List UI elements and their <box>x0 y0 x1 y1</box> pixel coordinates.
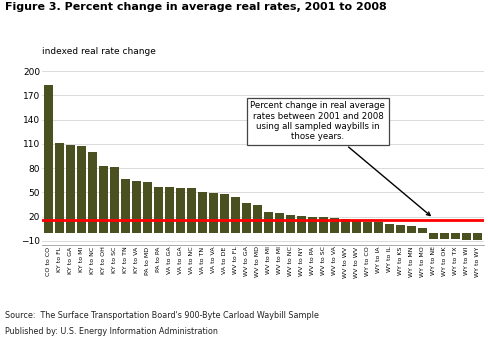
Bar <box>285 215 294 233</box>
Bar <box>264 212 272 233</box>
Bar <box>340 219 349 233</box>
Bar <box>186 188 195 233</box>
Bar <box>296 216 305 233</box>
Bar <box>154 187 163 233</box>
Bar <box>230 197 239 233</box>
Bar <box>121 180 129 233</box>
Bar <box>88 152 97 233</box>
Bar <box>428 233 437 239</box>
Bar <box>439 233 448 239</box>
Bar <box>164 187 173 233</box>
Bar <box>395 225 404 233</box>
Text: Figure 3. Percent change in average real rates, 2001 to 2008: Figure 3. Percent change in average real… <box>5 2 386 12</box>
Bar <box>472 233 481 240</box>
Bar <box>362 222 371 233</box>
Bar <box>384 224 393 233</box>
Bar <box>406 226 415 233</box>
Bar <box>99 166 107 233</box>
Bar <box>77 146 85 233</box>
Bar <box>66 145 75 233</box>
Bar <box>461 233 470 240</box>
Bar <box>318 217 327 233</box>
Bar <box>450 233 459 239</box>
Text: Published by: U.S. Energy Information Administration: Published by: U.S. Energy Information Ad… <box>5 327 217 336</box>
Bar <box>373 222 382 233</box>
Bar <box>307 217 316 233</box>
Bar <box>198 191 206 233</box>
Bar <box>142 182 151 233</box>
Text: Source:  The Surface Transportation Board's 900-Byte Carload Waybill Sample: Source: The Surface Transportation Board… <box>5 311 318 320</box>
Bar <box>44 85 53 233</box>
Bar <box>208 193 217 233</box>
Bar <box>351 221 360 233</box>
Bar <box>132 181 141 233</box>
Bar <box>417 228 426 233</box>
Text: Percent change in real average
rates between 2001 and 2008
using all sampled way: Percent change in real average rates bet… <box>250 101 429 216</box>
Bar <box>220 194 228 233</box>
Bar <box>110 167 119 233</box>
Bar <box>242 203 250 233</box>
Bar <box>55 143 63 233</box>
Bar <box>329 218 338 233</box>
Bar <box>176 188 184 233</box>
Text: indexed real rate change: indexed real rate change <box>41 47 155 56</box>
Bar <box>274 213 283 233</box>
Bar <box>252 204 261 233</box>
